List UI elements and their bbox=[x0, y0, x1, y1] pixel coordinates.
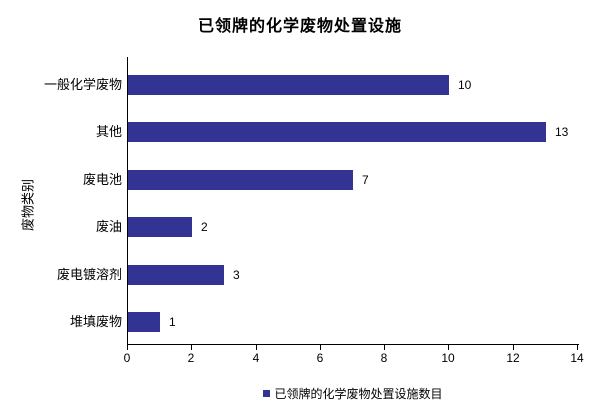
value-label: 10 bbox=[458, 78, 472, 92]
x-axis-tick bbox=[448, 345, 449, 350]
y-axis-line bbox=[127, 57, 128, 345]
x-axis-line bbox=[127, 344, 579, 345]
x-tick-label: 14 bbox=[570, 351, 584, 365]
x-axis-tick bbox=[127, 345, 128, 350]
category-label: 废油 bbox=[95, 219, 122, 235]
x-axis-tick bbox=[320, 345, 321, 350]
category-label: 废电池 bbox=[82, 171, 122, 187]
category-label: 一般化学废物 bbox=[43, 77, 122, 92]
bar bbox=[128, 169, 353, 190]
x-tick-label: 6 bbox=[316, 351, 324, 365]
legend: 已领牌的化学废物处置设施数目 bbox=[127, 384, 579, 402]
category-label: 废电镀溶剂 bbox=[56, 266, 122, 282]
x-tick-label: 10 bbox=[441, 351, 455, 365]
category-label: 其他 bbox=[95, 124, 122, 140]
legend-label: 已领牌的化学废物处置设施数目 bbox=[274, 386, 443, 401]
bar bbox=[128, 217, 192, 238]
x-axis-tick bbox=[577, 345, 578, 350]
value-label: 3 bbox=[233, 267, 240, 282]
x-tick-label: 2 bbox=[187, 351, 195, 365]
value-label: 13 bbox=[555, 125, 569, 140]
x-tick-label: 8 bbox=[380, 351, 388, 365]
legend-swatch-icon bbox=[263, 389, 271, 397]
bar bbox=[128, 122, 546, 143]
x-axis-tick bbox=[256, 345, 257, 350]
value-label: 1 bbox=[169, 315, 176, 329]
x-tick-label: 12 bbox=[506, 351, 520, 365]
value-label: 2 bbox=[201, 220, 208, 235]
bar bbox=[128, 264, 224, 285]
chart-title: 已领牌的化学废物处置设施 bbox=[197, 18, 402, 35]
x-tick-label: 4 bbox=[252, 351, 260, 365]
value-label: 7 bbox=[362, 172, 369, 187]
x-tick-label: 0 bbox=[123, 351, 131, 365]
bar bbox=[128, 312, 160, 332]
category-label: 堆填废物 bbox=[69, 314, 122, 329]
x-axis-tick bbox=[191, 345, 192, 350]
bar bbox=[128, 75, 449, 95]
x-axis-tick bbox=[384, 345, 385, 350]
x-axis-tick bbox=[513, 345, 514, 350]
